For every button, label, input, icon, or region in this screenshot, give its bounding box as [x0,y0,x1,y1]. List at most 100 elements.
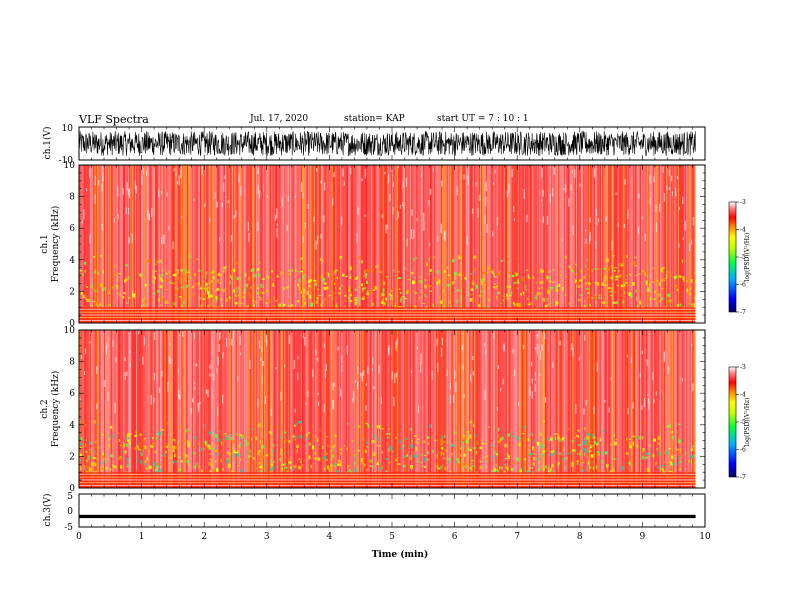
spectrogram-band-cell [587,433,590,436]
spectrogram-band-cell [286,469,289,474]
spectrogram-ytick-label: 2 [69,287,75,297]
spectrogram-band-cell [362,296,365,300]
spectrogram-band-cell [409,456,412,461]
spectrogram-speckle [684,220,686,231]
spectrogram-column [248,165,250,323]
spectrogram-band-cell [118,273,121,275]
spectrogram-band-cell [340,452,342,455]
spectrogram-column [560,165,562,323]
spectrogram-speckle [630,357,632,364]
spectrogram-speckle [350,167,352,175]
spectrogram-band-cell [665,450,668,455]
spectrogram-speckle [167,382,169,392]
spectrogram-column [103,165,106,323]
spectrogram-band-cell [378,425,381,429]
spectrogram-speckle [101,184,103,192]
spectrogram-band-cell [273,444,275,447]
ch1-frequency-label: Frequency (kHz) [50,206,61,283]
spectrogram-band-cell [249,291,251,296]
spectrogram-band-cell [388,428,390,430]
spectrogram-band-cell [663,280,666,282]
spectrogram-speckle [518,401,520,406]
spectrogram-column [381,165,383,323]
spectrogram-column [164,330,166,488]
spectrogram-speckle [564,184,567,193]
spectrogram-band-cell [219,452,221,456]
spectrogram-column [373,330,375,488]
spectrogram-speckle [485,196,487,206]
spectrogram-band-cell [166,289,168,291]
spectrogram-band-cell [594,296,597,300]
spectrogram-band-cell [166,421,168,425]
spectrogram-band-cell [198,442,200,445]
spectrogram-column [252,330,254,488]
spectrogram-speckle [389,194,391,202]
spectrogram-band-cell [546,298,548,302]
spectrogram-column [109,330,112,488]
spectrogram-band-cell [79,466,82,471]
spectrogram-column [488,165,490,323]
spectrogram-column [227,330,229,488]
spectrogram-speckle [147,210,149,220]
spectrogram-column [102,330,105,488]
spectrogram-band-cell [634,289,637,293]
spectrogram-column [528,165,530,323]
spectrogram-column [623,330,625,488]
spectrogram-band-cell [538,440,541,443]
spectrogram-band-cell [506,285,509,287]
spectrogram-speckle [249,359,251,369]
spectrogram-band-cell [444,435,446,438]
spectrogram-band-cell [225,437,228,440]
spectrogram-band-cell [347,296,350,299]
spectrogram-band-cell [427,264,430,268]
spectrogram-band-cell [480,278,483,282]
spectrogram-column [515,330,517,488]
spectrogram-speckle [534,347,537,350]
spectrogram-speckle [503,343,505,352]
spectrogram-speckle [275,214,277,221]
spectrogram-band-cell [517,279,519,283]
spectrogram-column [239,165,241,323]
spectrogram-band-cell [626,437,628,441]
ch1-waveform-line [78,130,696,157]
spectrogram-column [507,330,509,488]
spectrogram-band-cell [173,282,175,285]
spectrogram-band-cell [182,456,184,460]
spectrogram-band-cell [685,280,688,282]
spectrogram-band-cell [625,451,629,455]
spectrogram-band-cell [346,447,348,451]
spectrogram-band-cell [332,272,335,276]
spectrogram-column [467,330,470,488]
spectrogram-band-cell [551,464,553,467]
spectrogram-column [138,165,140,323]
spectrogram-band-cell [417,459,419,463]
spectrogram-speckle [479,194,481,201]
spectrogram-band-cell [332,444,336,448]
spectrogram-column [241,330,243,488]
spectrogram-column [630,330,632,488]
spectrogram-band-cell [328,294,331,297]
spectrogram-column [541,165,543,323]
spectrogram-column [504,165,507,323]
spectrogram-band-cell [152,437,154,440]
spectrogram-speckle [113,218,115,223]
spectrogram-band-cell [678,468,680,470]
spectrogram-band-cell [416,433,418,437]
spectrogram-speckle [265,333,267,343]
spectrogram-column [543,330,546,488]
spectrogram-band-cell [460,296,463,299]
spectrogram-column [533,165,535,323]
spectrogram-column [247,165,249,323]
spectrogram-speckle [373,386,375,389]
spectrogram-column [292,330,294,488]
spectrogram-band-cell [571,449,575,452]
ch1-colorbar [728,201,737,313]
spectrogram-band-cell [596,282,600,286]
spectrogram-column [668,165,670,323]
spectrogram-column [167,165,170,323]
spectrogram-band-cell [660,440,664,442]
spectrogram-band-cell [512,302,514,305]
spectrogram-column [683,330,686,488]
spectrogram-column [476,165,478,323]
